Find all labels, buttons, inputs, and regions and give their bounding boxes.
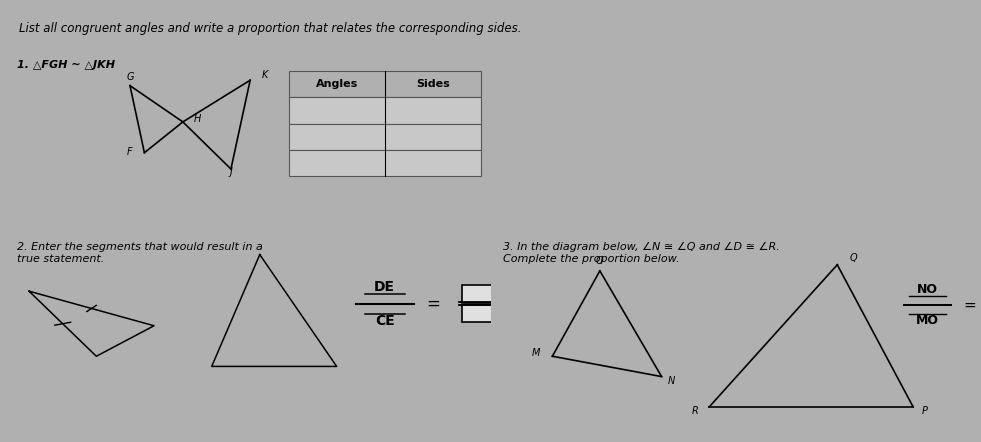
Bar (462, 305, 502, 322)
Text: Sides: Sides (416, 79, 449, 89)
Bar (288, 150, 481, 176)
Text: K: K (261, 70, 268, 80)
Text: N: N (667, 376, 675, 386)
Text: =: = (426, 295, 439, 313)
Text: 1. △FGH ~ △JKH: 1. △FGH ~ △JKH (17, 60, 115, 70)
Bar (288, 71, 481, 97)
Text: M: M (532, 348, 540, 358)
Text: List all congruent angles and write a proportion that relates the corresponding : List all congruent angles and write a pr… (20, 22, 522, 35)
Text: DE: DE (374, 280, 395, 294)
Text: 2. Enter the segments that would result in a
true statement.: 2. Enter the segments that would result … (17, 242, 263, 264)
Text: P: P (922, 406, 928, 416)
Text: Angles: Angles (316, 79, 358, 89)
Text: CE: CE (375, 314, 394, 328)
Text: 3. In the diagram below, ∠N ≅ ∠Q and ∠D ≅ ∠R.
Complete the proportion below.: 3. In the diagram below, ∠N ≅ ∠Q and ∠D … (502, 242, 779, 264)
Bar (462, 286, 502, 303)
Text: =: = (964, 297, 976, 312)
Text: Q: Q (851, 253, 857, 263)
Text: G: G (127, 72, 133, 82)
Text: R: R (692, 406, 698, 416)
Text: MO: MO (916, 313, 939, 327)
Text: NO: NO (917, 283, 938, 296)
Text: O: O (596, 256, 603, 266)
Bar (288, 97, 481, 124)
Text: F: F (128, 147, 132, 156)
Bar (288, 124, 481, 150)
Text: J: J (230, 168, 232, 177)
Text: H: H (193, 114, 201, 124)
